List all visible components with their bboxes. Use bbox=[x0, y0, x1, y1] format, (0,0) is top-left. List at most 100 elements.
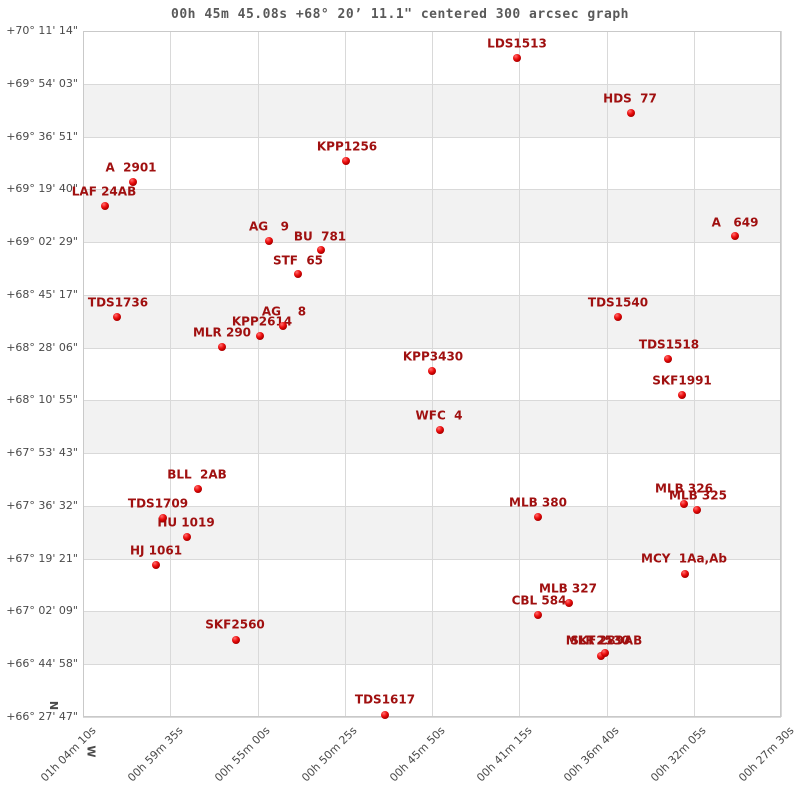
gridline-horizontal bbox=[83, 295, 781, 296]
star-point bbox=[381, 711, 389, 719]
star-label: LAF 24AB bbox=[71, 184, 137, 199]
star-label: MLB 327 bbox=[539, 581, 597, 596]
star-label: MLR 290 bbox=[192, 325, 252, 340]
y-axis-tick-label: +69° 36' 51" bbox=[6, 129, 78, 143]
star-point bbox=[731, 232, 739, 240]
star-point bbox=[194, 485, 202, 493]
star-point bbox=[678, 391, 686, 399]
star-label: MLR 289AB bbox=[565, 633, 643, 648]
star-label: BU 781 bbox=[293, 229, 347, 244]
y-axis-tick-label: +68° 28' 06" bbox=[6, 340, 78, 354]
y-axis-tick-label: +69° 02' 29" bbox=[6, 235, 78, 249]
star-label: A 2901 bbox=[105, 160, 157, 175]
star-point bbox=[113, 313, 121, 321]
star-label: TDS1617 bbox=[354, 692, 416, 707]
star-point bbox=[159, 514, 167, 522]
star-label: TDS1518 bbox=[638, 337, 700, 352]
star-point bbox=[614, 313, 622, 321]
star-label: CBL 584 bbox=[511, 593, 567, 608]
star-point bbox=[534, 611, 542, 619]
star-label: MCY 1Aa,Ab bbox=[641, 551, 727, 566]
y-axis-tick-label: +69° 19' 40" bbox=[6, 182, 78, 196]
star-label: HDS 77 bbox=[603, 91, 657, 106]
gridline-vertical bbox=[607, 31, 608, 717]
star-point bbox=[680, 500, 688, 508]
star-label: WFC 4 bbox=[415, 408, 463, 423]
star-label: BLL 2AB bbox=[167, 467, 227, 482]
star-point bbox=[597, 652, 605, 660]
star-point bbox=[183, 533, 191, 541]
star-label: A 649 bbox=[711, 215, 759, 230]
star-point bbox=[317, 246, 325, 254]
gridline-vertical bbox=[345, 31, 346, 717]
gridline-vertical bbox=[781, 31, 782, 717]
star-point bbox=[342, 157, 350, 165]
star-label: LDS1513 bbox=[487, 36, 547, 51]
star-point bbox=[279, 322, 287, 330]
gridline-horizontal bbox=[83, 400, 781, 401]
star-label: MLB 326 bbox=[655, 481, 713, 496]
star-point bbox=[101, 202, 109, 210]
star-label: STF 65 bbox=[272, 253, 324, 268]
chart-title: 00h 45m 45.08s +68° 20’ 11.1" centered 3… bbox=[171, 7, 629, 22]
star-point bbox=[218, 343, 226, 351]
star-label: AG 9 bbox=[248, 219, 290, 234]
y-axis-tick-label: +67° 02' 09" bbox=[6, 604, 78, 618]
star-point bbox=[129, 178, 137, 186]
north-direction-label: N bbox=[47, 700, 61, 711]
star-point bbox=[693, 506, 701, 514]
x-axis-tick-label: 00h 45m 50s bbox=[386, 724, 448, 785]
star-label: SKF2530 bbox=[570, 633, 630, 648]
star-point bbox=[265, 237, 273, 245]
star-point bbox=[294, 270, 302, 278]
star-label: KPP2614 bbox=[231, 314, 293, 329]
star-label: SKF1991 bbox=[652, 373, 712, 388]
y-axis-tick-label: +70° 11' 14" bbox=[6, 24, 78, 37]
y-axis-tick-label: +68° 10' 55" bbox=[6, 393, 78, 407]
gridline-horizontal bbox=[83, 31, 781, 32]
west-direction-label: W bbox=[84, 745, 98, 758]
gridline-horizontal bbox=[83, 84, 781, 85]
y-axis-tick-label: +66° 44' 58" bbox=[6, 657, 78, 671]
star-label: MLB 325 bbox=[669, 488, 727, 503]
x-axis-tick-label: 00h 36m 40s bbox=[561, 724, 622, 785]
star-point bbox=[565, 599, 573, 607]
y-axis-tick-label: +66° 27' 47" bbox=[6, 710, 78, 723]
star-point bbox=[664, 355, 672, 363]
star-label: HJ 1061 bbox=[129, 543, 183, 558]
star-label: KPP1256 bbox=[316, 139, 378, 154]
y-axis-tick-label: +67° 53' 43" bbox=[6, 446, 78, 460]
y-axis-tick-label: +67° 36' 32" bbox=[6, 498, 78, 512]
gridline-vertical bbox=[83, 31, 84, 717]
x-axis-tick-label: 00h 27m 30s bbox=[735, 724, 797, 785]
star-label: TDS1736 bbox=[87, 295, 149, 310]
gridline-horizontal bbox=[83, 137, 781, 138]
star-point bbox=[513, 54, 521, 62]
star-point bbox=[627, 109, 635, 117]
y-axis-tick-label: +69° 54' 03" bbox=[6, 76, 78, 90]
star-point bbox=[428, 367, 436, 375]
star-label: TDS1709 bbox=[127, 496, 189, 511]
x-axis-tick-label: 00h 55m 00s bbox=[212, 724, 273, 785]
y-axis-tick-label: +67° 19' 21" bbox=[6, 551, 78, 565]
star-point bbox=[601, 649, 609, 657]
x-axis-tick-label: 00h 32m 05s bbox=[648, 724, 709, 785]
gridline-vertical bbox=[519, 31, 520, 717]
gridline-horizontal bbox=[83, 717, 781, 718]
gridline-horizontal bbox=[83, 506, 781, 507]
gridline-horizontal bbox=[83, 559, 781, 560]
star-label: TDS1540 bbox=[587, 295, 649, 310]
star-label: AG 8 bbox=[261, 304, 307, 319]
star-point bbox=[681, 570, 689, 578]
star-label: SKF2560 bbox=[205, 617, 265, 632]
gridline-horizontal bbox=[83, 664, 781, 665]
gridline-vertical bbox=[170, 31, 171, 717]
star-label: KPP3430 bbox=[402, 349, 464, 364]
x-axis-tick-label: 00h 59m 35s bbox=[125, 724, 186, 785]
gridline-horizontal bbox=[83, 242, 781, 243]
gridline-horizontal bbox=[83, 189, 781, 190]
star-label: MLB 380 bbox=[509, 495, 567, 510]
y-axis-tick-label: +68° 45' 17" bbox=[6, 287, 78, 301]
gridline-vertical bbox=[694, 31, 695, 717]
